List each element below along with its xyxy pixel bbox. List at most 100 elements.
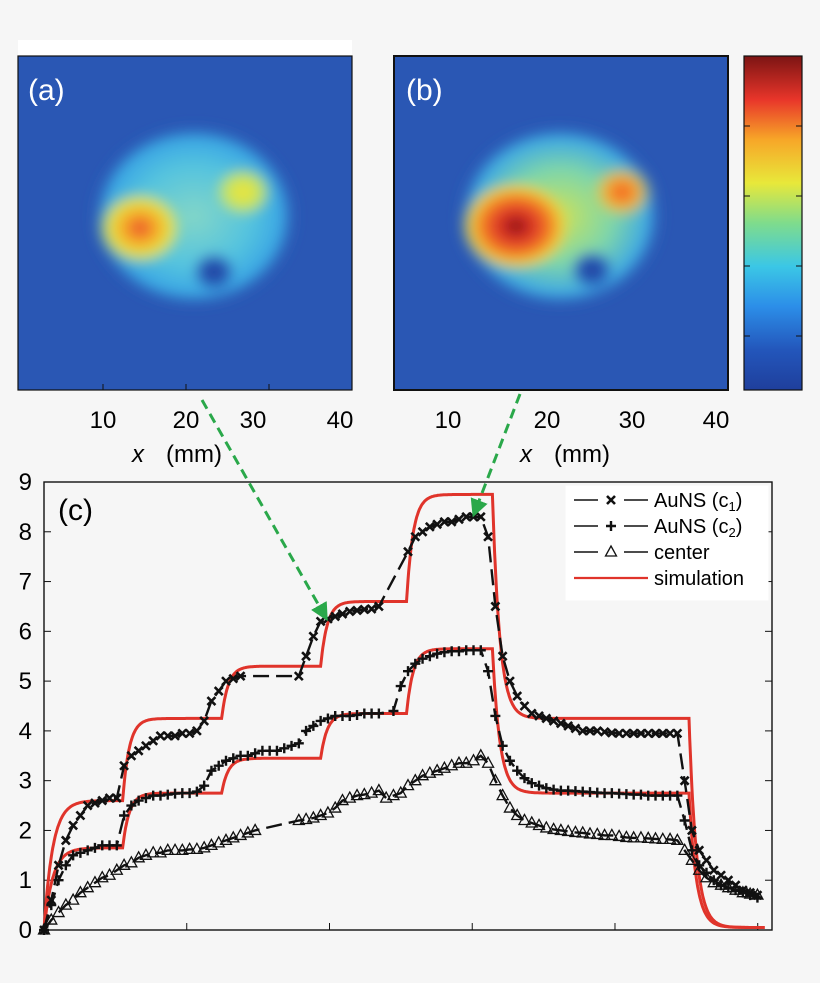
point-marker-plus (424, 651, 435, 662)
point-marker-triangle (707, 875, 721, 888)
point-marker-plus (541, 783, 552, 794)
colorbar-ticks (744, 125, 802, 337)
point-marker-x (213, 686, 224, 696)
point-marker-x (439, 516, 450, 527)
point-marker-x (344, 606, 355, 617)
point-marker-x (293, 671, 304, 682)
point-marker-triangle (44, 912, 58, 925)
point-marker-x (454, 514, 464, 525)
point-marker-x (657, 728, 668, 739)
point-marker-plus (410, 658, 421, 669)
point-marker-triangle (663, 832, 677, 845)
point-marker-x (672, 728, 683, 739)
point-marker-triangle (51, 905, 66, 918)
legend-label: center (654, 542, 710, 564)
panel-a-xlabel-unit: (mm) (166, 441, 222, 468)
point-marker-triangle (503, 800, 517, 813)
point-marker-triangle (612, 829, 626, 842)
point-marker-plus (213, 760, 224, 771)
point-marker-plus (184, 788, 195, 799)
point-marker-triangle (648, 831, 663, 844)
point-marker-triangle (452, 755, 466, 768)
point-marker-plus (512, 765, 523, 776)
point-marker-plus (279, 743, 290, 754)
series-layer (37, 492, 765, 935)
point-marker-x (104, 793, 115, 804)
y-tick-label: 7 (19, 569, 32, 596)
point-marker-x (119, 760, 129, 771)
point-marker-plus (315, 715, 326, 726)
point-marker-triangle (604, 544, 618, 557)
point-marker-triangle (736, 885, 750, 898)
point-marker-triangle (328, 800, 342, 813)
point-marker-x (82, 800, 93, 811)
point-marker-plus (483, 666, 494, 677)
legend-entry: simulation (574, 568, 744, 590)
y-tick-label: 6 (19, 618, 32, 645)
point-marker-x (563, 720, 574, 731)
point-marker-triangle (678, 843, 692, 856)
point-marker-triangle (350, 788, 364, 801)
point-marker-plus (519, 773, 530, 784)
point-marker-triangle (750, 887, 765, 900)
point-marker-x (403, 546, 413, 557)
point-marker-plus (497, 740, 508, 751)
y-tick-label: 2 (19, 817, 32, 844)
panel-b-xtick: 20 (534, 407, 561, 434)
point-marker-triangle (517, 813, 532, 826)
panel-a-label: (a) (28, 74, 65, 107)
legend-box (565, 485, 769, 601)
point-marker-triangle (634, 830, 648, 843)
point-marker-x (97, 795, 108, 806)
point-marker-x (548, 716, 559, 726)
point-marker-triangle (670, 833, 684, 846)
point-marker-triangle (641, 831, 655, 844)
legend-entry: center (574, 542, 710, 564)
point-marker-plus (504, 755, 515, 766)
panel-a-xtick: 30 (240, 407, 267, 434)
point-marker-x (650, 728, 661, 739)
point-marker-x (577, 725, 588, 736)
point-marker-x (614, 728, 625, 739)
point-marker-plus (60, 860, 71, 871)
y-tick-label: 1 (19, 867, 32, 894)
point-marker-x (199, 716, 210, 726)
point-marker-x (723, 875, 734, 886)
y-tick-label: 5 (19, 668, 32, 695)
point-marker-triangle (685, 852, 699, 865)
panel-a-xtick: 20 (173, 407, 200, 434)
y-tick-label: 3 (19, 768, 32, 795)
point-marker-plus (388, 705, 399, 716)
point-marker-triangle (488, 773, 502, 786)
point-marker-triangle (547, 822, 561, 835)
series-+ (39, 645, 763, 935)
point-marker-plus (606, 521, 616, 531)
point-marker-plus (206, 765, 217, 776)
point-marker-x (585, 725, 595, 736)
point-marker-triangle (190, 842, 204, 855)
panel-b-xtick: 10 (435, 407, 462, 434)
point-marker-plus (679, 815, 690, 826)
point-marker-x (694, 845, 705, 856)
point-marker-triangle (605, 828, 619, 841)
point-marker-x (308, 631, 319, 642)
point-marker-plus (191, 786, 202, 797)
point-marker-x (628, 728, 639, 739)
point-marker-x (716, 870, 726, 881)
panel-a-xticks: 10 20 30 40 (90, 384, 353, 434)
point-marker-x (68, 820, 79, 831)
y-tick-label: 9 (19, 469, 32, 496)
panel-b-xlabel-var: x (519, 441, 533, 468)
point-marker-plus (352, 709, 363, 720)
point-marker-x (599, 726, 610, 737)
point-marker-triangle (372, 783, 386, 796)
point-marker-x (337, 608, 348, 619)
legend-label: simulation (654, 568, 744, 590)
point-marker-x (206, 696, 217, 706)
point-marker-plus (475, 645, 486, 656)
point-marker-plus (140, 793, 151, 804)
point-marker-x (461, 511, 472, 522)
point-marker-triangle (743, 886, 757, 899)
point-marker-triangle (590, 827, 604, 840)
